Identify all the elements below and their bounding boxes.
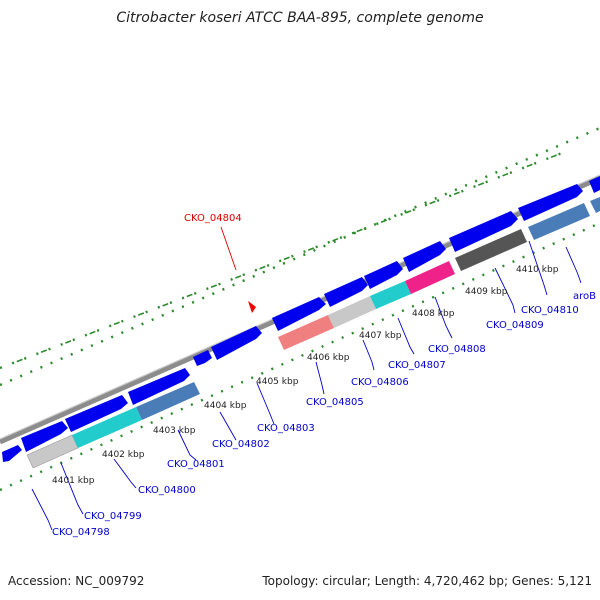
gene-bar[interactable]: [528, 203, 590, 240]
gene-forward[interactable]: [193, 350, 212, 366]
gene-forward[interactable]: [364, 261, 403, 289]
outer-minor-dot-ring: [0, 148, 571, 370]
tick-label: 4401 kbp: [52, 476, 95, 486]
gene-label-cko-04807[interactable]: CKO_04807: [388, 360, 446, 371]
gene-bar[interactable]: [278, 315, 334, 350]
tick-label: 4405 kbp: [256, 377, 299, 387]
genome-summary-text: Topology: circular; Length: 4,720,462 bp…: [261, 574, 592, 588]
gene-label-cko-04798[interactable]: CKO_04798: [52, 527, 110, 538]
gene-label-cko-04803[interactable]: CKO_04803: [257, 423, 315, 434]
gene-forward[interactable]: [211, 326, 262, 360]
gene-label-cko-04804[interactable]: CKO_04804: [184, 213, 242, 224]
gene-label-cko-04808[interactable]: CKO_04808: [428, 344, 486, 355]
gene-bar[interactable]: [72, 407, 142, 448]
gene-label-cko-04800[interactable]: CKO_04800: [138, 485, 196, 496]
gene-bar[interactable]: [136, 382, 200, 420]
gene-forward[interactable]: [272, 297, 326, 331]
reverse-strand-genes: [26, 197, 600, 469]
gene-bar[interactable]: [590, 197, 600, 213]
gene-cko-04804-marker[interactable]: [248, 301, 256, 313]
outer-tick-ring: [0, 149, 571, 369]
gene-bar[interactable]: [328, 296, 376, 328]
tick-label: 4404 kbp: [204, 401, 247, 411]
tick-label: 4408 kbp: [412, 309, 455, 319]
tick-label: 4402 kbp: [102, 450, 145, 460]
gene-label-cko-04801[interactable]: CKO_04801: [167, 459, 225, 470]
gene-forward[interactable]: [518, 184, 583, 221]
inner-dot-ring: [0, 221, 600, 492]
map-title: Citrobacter koseri ATCC BAA-895, complet…: [116, 10, 483, 26]
gene-bar[interactable]: [370, 281, 411, 309]
gene-label-cko-04809[interactable]: CKO_04809: [486, 320, 544, 331]
gene-forward[interactable]: [128, 368, 190, 405]
gene-forward[interactable]: [65, 395, 128, 432]
forward-strand-genes: [2, 176, 600, 462]
label-leader-lines: [31, 240, 582, 531]
gene-label-arob[interactable]: aroB: [573, 291, 596, 302]
gene-label-cko-04805[interactable]: CKO_04805: [306, 397, 364, 408]
gene-forward[interactable]: [21, 421, 68, 452]
gene-label-cko-04802[interactable]: CKO_04802: [212, 439, 270, 450]
label-leader-highlight: [220, 226, 237, 271]
gene-forward[interactable]: [449, 211, 518, 252]
gene-bar[interactable]: [405, 261, 455, 294]
gene-label-cko-04806[interactable]: CKO_04806: [351, 377, 409, 388]
gene-label-cko-04810[interactable]: CKO_04810: [521, 305, 579, 316]
tick-label: 4410 kbp: [516, 265, 559, 275]
gene-forward[interactable]: [2, 445, 22, 462]
gene-bar[interactable]: [455, 229, 527, 271]
tick-label: 4406 kbp: [307, 353, 350, 363]
tick-label: 4403 kbp: [153, 426, 196, 436]
gene-label-cko-04799[interactable]: CKO_04799: [84, 511, 142, 522]
accession-text: Accession: NC_009792: [8, 574, 144, 588]
tick-label: 4409 kbp: [465, 287, 508, 297]
gene-forward[interactable]: [403, 241, 446, 272]
tick-label: 4407 kbp: [359, 331, 402, 341]
gene-forward[interactable]: [324, 277, 368, 307]
outer-dot-ring: [0, 126, 600, 387]
gene-forward[interactable]: [589, 176, 600, 193]
